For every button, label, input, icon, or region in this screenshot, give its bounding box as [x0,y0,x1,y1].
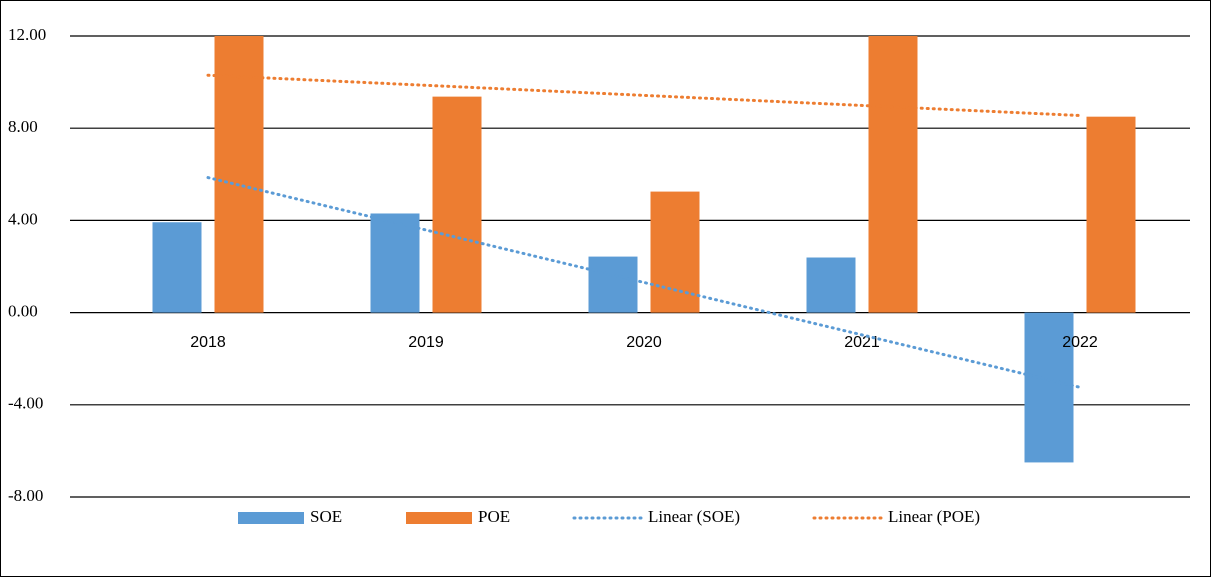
legend-label: POE [478,507,510,526]
legend-label: Linear (SOE) [648,507,740,526]
bar [152,222,202,313]
x-tick-label: 2022 [1062,334,1098,351]
legend-label: SOE [310,507,342,526]
y-tick-label: -8.00 [8,486,43,505]
x-tick-label: 2021 [844,334,880,351]
bar [432,96,482,313]
bar [1086,116,1136,313]
trendline [206,176,1082,389]
y-tick-label: 0.00 [8,302,38,321]
legend-label: Linear (POE) [888,507,980,526]
bar [214,36,264,313]
y-tick-label: -4.00 [8,394,43,413]
legend-swatch [238,512,304,524]
legend-swatch [406,512,472,524]
y-tick-label: 8.00 [8,117,38,136]
y-tick-label: 12.00 [8,25,46,44]
trendline [206,73,1082,118]
x-tick-label: 2019 [408,334,444,351]
x-tick-label: 2020 [626,334,662,351]
x-tick-label: 2018 [190,334,226,351]
bar [868,36,918,313]
bar [1024,312,1074,463]
bar [370,213,420,313]
y-tick-label: 4.00 [8,209,38,228]
bar [588,256,638,313]
bar [650,191,700,313]
bar [806,257,856,313]
